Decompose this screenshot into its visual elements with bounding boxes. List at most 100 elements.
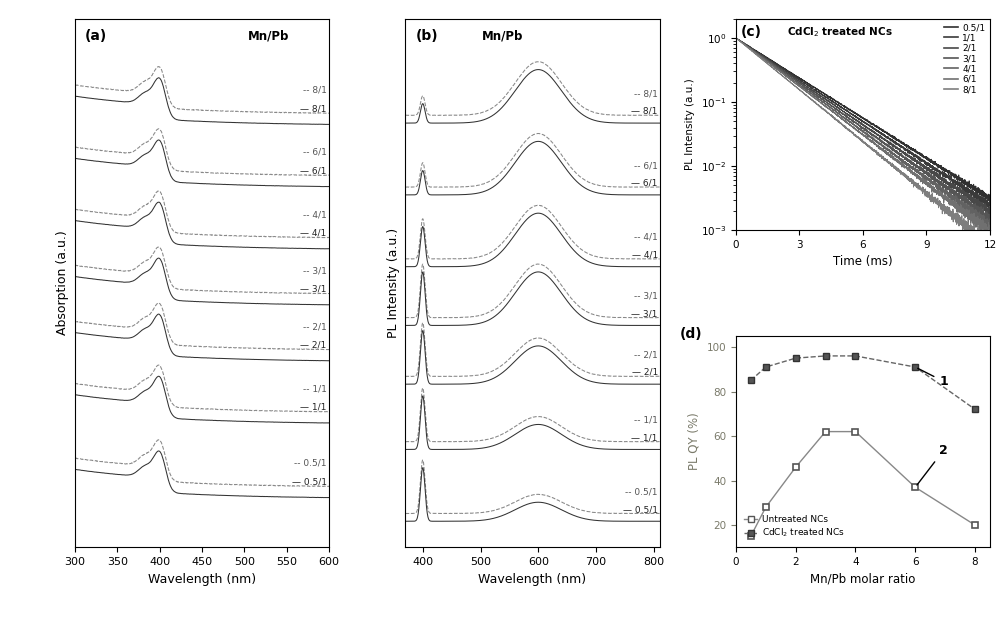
Text: Mn/Pb: Mn/Pb <box>482 29 523 42</box>
Text: — 4/1: — 4/1 <box>632 251 658 259</box>
Text: (a): (a) <box>85 29 107 44</box>
Text: -- 2/1: -- 2/1 <box>303 322 327 331</box>
1/1 <box>952 180 964 187</box>
Text: (c): (c) <box>741 25 762 39</box>
0.5/1 <box>730 34 742 42</box>
3/1 <box>827 103 839 111</box>
4/1 <box>979 223 991 231</box>
Text: -- 1/1: -- 1/1 <box>303 384 327 393</box>
Text: — 0.5/1: — 0.5/1 <box>292 478 327 486</box>
Text: 2: 2 <box>917 444 948 485</box>
X-axis label: Wavelength (nm): Wavelength (nm) <box>148 573 256 586</box>
3/1 <box>730 34 742 42</box>
Text: — 4/1: — 4/1 <box>300 229 327 238</box>
Line: 6/1: 6/1 <box>736 38 990 238</box>
6/1 <box>838 117 850 124</box>
Text: -- 3/1: -- 3/1 <box>634 292 658 300</box>
8/1 <box>759 58 771 65</box>
Y-axis label: Absorption (a.u.): Absorption (a.u.) <box>56 231 69 335</box>
6/1 <box>952 202 964 210</box>
Text: — 1/1: — 1/1 <box>300 403 327 412</box>
Text: -- 1/1: -- 1/1 <box>634 415 658 425</box>
2/1 <box>838 108 850 116</box>
Text: -- 3/1: -- 3/1 <box>303 266 327 275</box>
6/1 <box>759 56 771 63</box>
4/1 <box>984 222 996 230</box>
Text: -- 8/1: -- 8/1 <box>303 86 327 95</box>
Line: 4/1: 4/1 <box>736 38 990 231</box>
Line: 3/1: 3/1 <box>736 38 990 224</box>
Text: — 3/1: — 3/1 <box>631 309 658 318</box>
0.5/1 <box>984 193 996 201</box>
1/1 <box>838 105 850 113</box>
0.5/1 <box>952 175 964 182</box>
0.5/1 <box>979 190 991 197</box>
Text: -- 0.5/1: -- 0.5/1 <box>294 459 327 468</box>
X-axis label: Wavelength (nm): Wavelength (nm) <box>478 573 587 586</box>
2/1 <box>827 101 839 108</box>
3/1 <box>838 111 850 119</box>
3/1 <box>979 211 991 219</box>
8/1 <box>979 246 991 253</box>
2/1 <box>984 209 996 216</box>
0.5/1 <box>730 34 742 42</box>
Text: — 2/1: — 2/1 <box>300 341 327 350</box>
1/1 <box>984 197 996 204</box>
Text: -- 6/1: -- 6/1 <box>634 161 658 170</box>
0.5/1 <box>774 62 786 70</box>
Line: 8/1: 8/1 <box>736 38 990 249</box>
Line: 2/1: 2/1 <box>736 38 990 216</box>
0.5/1 <box>759 52 771 60</box>
Text: -- 4/1: -- 4/1 <box>634 233 658 242</box>
Y-axis label: PL Intensity (a.u.): PL Intensity (a.u.) <box>387 228 400 338</box>
Text: — 8/1: — 8/1 <box>300 104 327 113</box>
1/1 <box>979 195 991 203</box>
0.5/1 <box>838 103 850 110</box>
Text: -- 8/1: -- 8/1 <box>634 89 658 98</box>
Legend: 0.5/1, 1/1, 2/1, 3/1, 4/1, 6/1, 8/1: 0.5/1, 1/1, 2/1, 3/1, 4/1, 6/1, 8/1 <box>944 23 985 95</box>
Text: Mn/Pb: Mn/Pb <box>248 29 289 42</box>
1/1 <box>827 98 839 106</box>
8/1 <box>979 233 991 240</box>
8/1 <box>730 34 742 42</box>
Text: — 8/1: — 8/1 <box>631 107 658 116</box>
X-axis label: Time (ms): Time (ms) <box>833 256 893 269</box>
Text: (b): (b) <box>416 29 438 44</box>
6/1 <box>730 34 742 42</box>
2/1 <box>952 185 964 193</box>
Line: 1/1: 1/1 <box>736 38 990 210</box>
Text: — 3/1: — 3/1 <box>300 285 327 294</box>
Text: — 6/1: — 6/1 <box>631 179 658 188</box>
1/1 <box>774 63 786 70</box>
X-axis label: Mn/Pb molar ratio: Mn/Pb molar ratio <box>810 573 916 586</box>
1/1 <box>759 53 771 60</box>
3/1 <box>983 220 995 228</box>
Text: — 2/1: — 2/1 <box>632 368 658 377</box>
4/1 <box>982 228 994 235</box>
8/1 <box>774 70 786 78</box>
2/1 <box>979 207 991 215</box>
4/1 <box>827 106 839 114</box>
6/1 <box>984 230 996 237</box>
1/1 <box>730 34 742 42</box>
Y-axis label: PL QY (%): PL QY (%) <box>688 413 701 470</box>
Text: 1: 1 <box>918 368 948 388</box>
4/1 <box>774 67 786 74</box>
Line: 0.5/1: 0.5/1 <box>736 38 990 202</box>
4/1 <box>759 55 771 63</box>
2/1 <box>730 34 742 42</box>
2/1 <box>759 54 771 62</box>
3/1 <box>952 192 964 200</box>
2/1 <box>984 212 996 220</box>
2/1 <box>774 64 786 72</box>
8/1 <box>838 123 850 130</box>
Y-axis label: PL Intensity (a.u.): PL Intensity (a.u.) <box>685 78 695 170</box>
0.5/1 <box>827 95 839 103</box>
6/1 <box>827 109 839 116</box>
Text: (d): (d) <box>680 327 703 341</box>
Text: -- 4/1: -- 4/1 <box>303 210 327 219</box>
Text: — 6/1: — 6/1 <box>300 167 327 175</box>
8/1 <box>984 244 996 251</box>
4/1 <box>730 34 742 42</box>
Text: — 0.5/1: — 0.5/1 <box>623 505 658 514</box>
